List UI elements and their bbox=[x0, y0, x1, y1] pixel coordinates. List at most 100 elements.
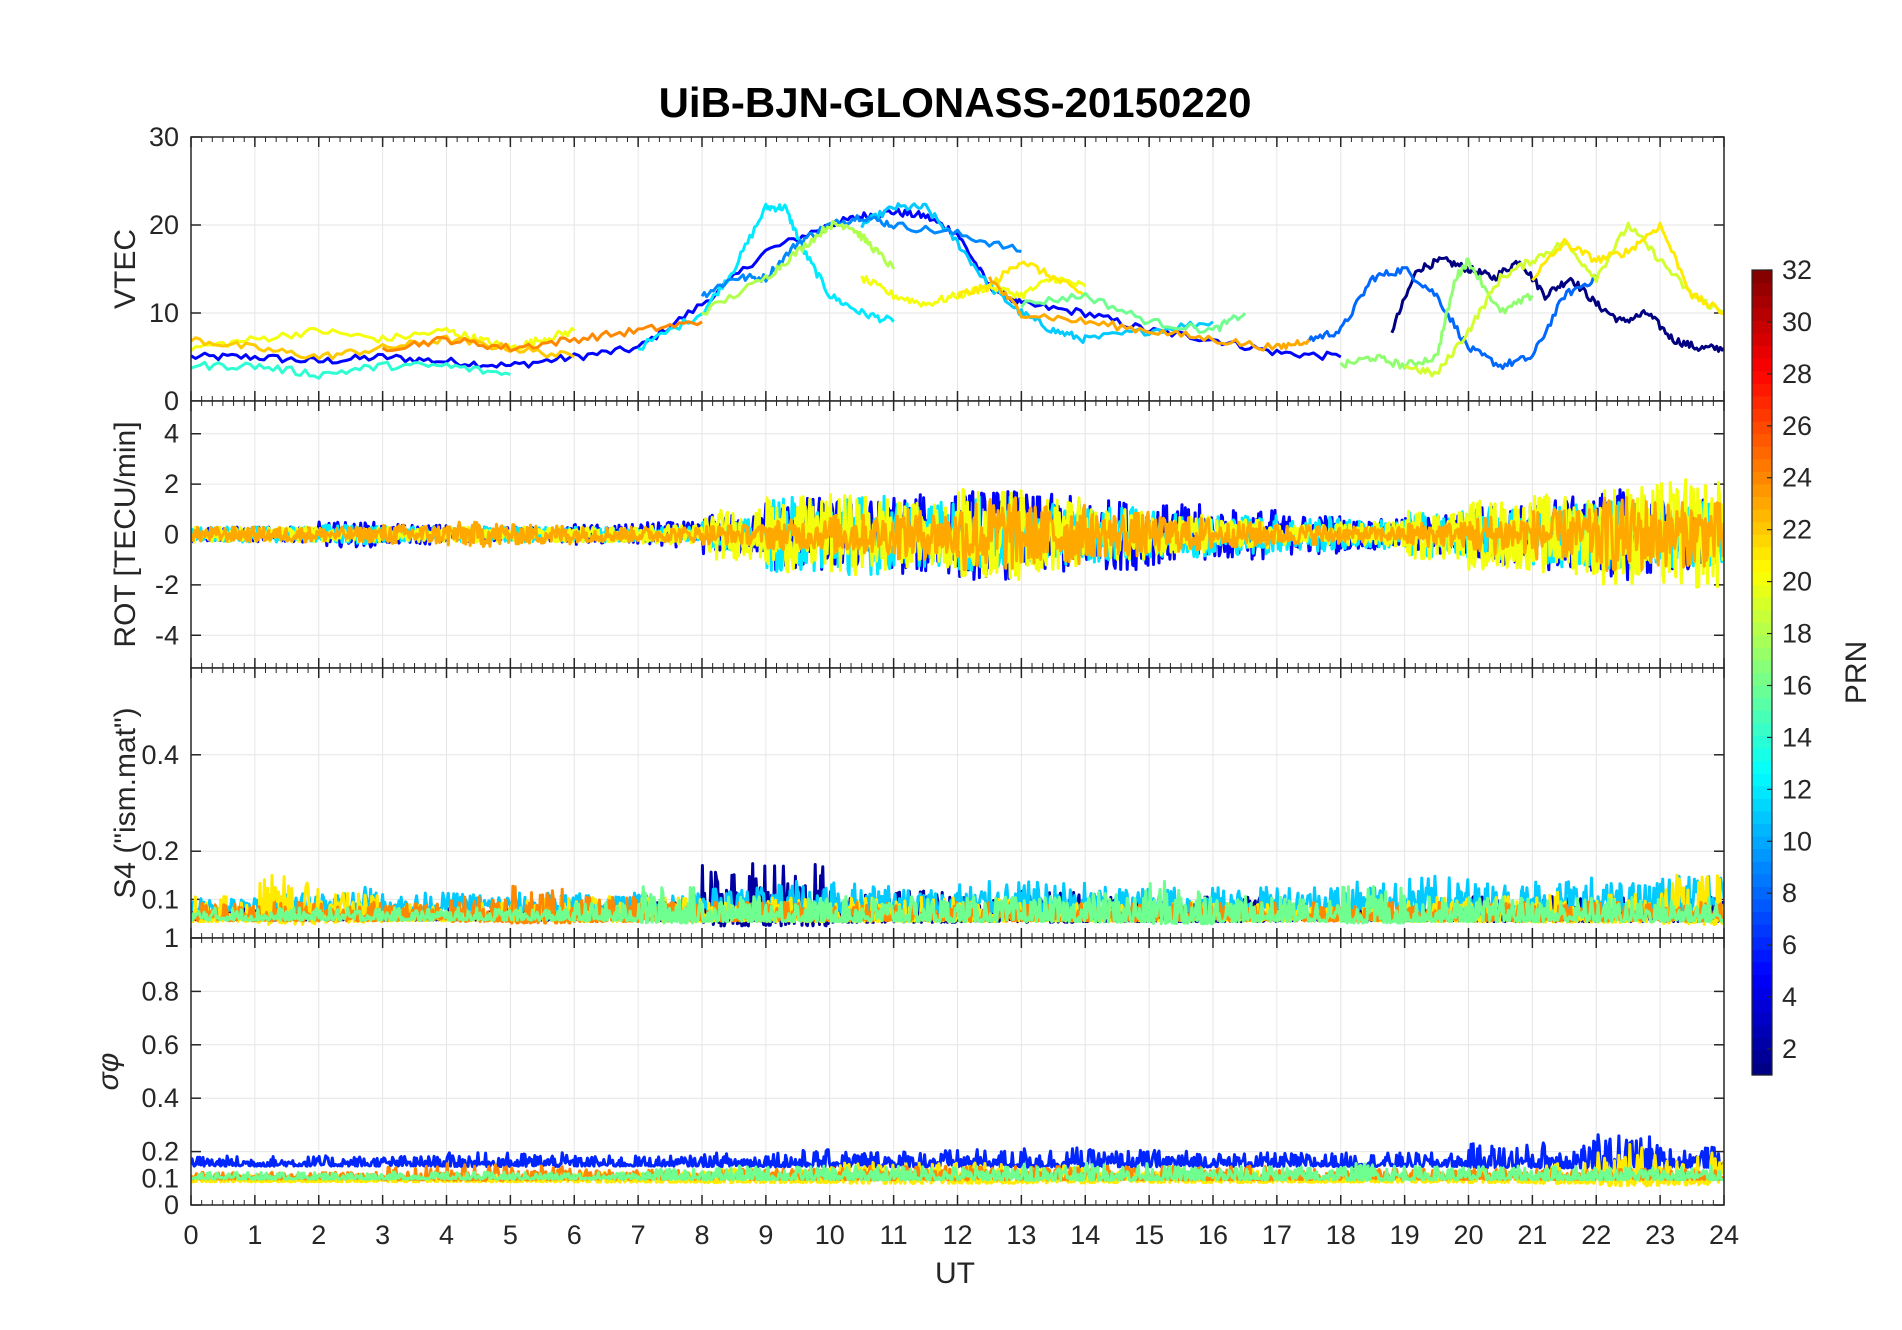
x-tick-label: 3 bbox=[375, 1220, 390, 1250]
colorbar-swatch bbox=[1752, 320, 1772, 334]
series-line-prn-16 bbox=[191, 879, 1724, 926]
colorbar-tick-label: 12 bbox=[1782, 774, 1812, 804]
y-tick-label: 0.2 bbox=[141, 1137, 179, 1167]
colorbar-swatch bbox=[1752, 597, 1772, 611]
x-tick-label: 7 bbox=[631, 1220, 646, 1250]
colorbar-swatch bbox=[1752, 735, 1772, 749]
colorbar-swatch bbox=[1752, 370, 1772, 384]
colorbar-swatch bbox=[1752, 395, 1772, 409]
colorbar-tick-label: 4 bbox=[1782, 982, 1797, 1012]
y-tick-label: 0.2 bbox=[141, 836, 179, 866]
colorbar-swatch bbox=[1752, 785, 1772, 799]
x-tick-label: 5 bbox=[503, 1220, 518, 1250]
y-tick-label: 0.8 bbox=[141, 976, 179, 1006]
panel-3: 0.1 0.2 0.4S4 ("ism.mat") bbox=[109, 667, 1725, 939]
colorbar-tick-label: 20 bbox=[1782, 567, 1812, 597]
colorbar-swatch bbox=[1752, 836, 1772, 850]
colorbar-swatch bbox=[1752, 270, 1772, 284]
y-tick-label: 0 bbox=[164, 1190, 179, 1220]
colorbar-swatch bbox=[1752, 496, 1772, 510]
y-axis-label: S4 ("ism.mat") bbox=[109, 707, 142, 898]
x-tick-label: 9 bbox=[758, 1220, 773, 1250]
x-axis: 0 1 2 3 4 5 6 7 8 9 10 11 12 13 14 15 16 17 18 19 20 21 22 23 24 bbox=[183, 1220, 1739, 1250]
x-tick-label: 4 bbox=[439, 1220, 454, 1250]
colorbar-tick-label: 26 bbox=[1782, 411, 1812, 441]
colorbar-swatch bbox=[1752, 282, 1772, 296]
colorbar-tick-label: 22 bbox=[1782, 515, 1812, 545]
colorbar-tick-label: 18 bbox=[1782, 619, 1812, 649]
series-line-prn-8 bbox=[1307, 266, 1598, 370]
panel-2: -4 -2 0 2 4 ROT [TECU/min] bbox=[109, 400, 1725, 669]
colorbar-swatch bbox=[1752, 672, 1772, 686]
x-tick-label: 17 bbox=[1262, 1220, 1292, 1250]
panel-frame bbox=[190, 937, 1725, 1206]
series-group bbox=[191, 862, 1724, 928]
series-line-prn-21 bbox=[1531, 221, 1724, 316]
colorbar-swatch bbox=[1752, 647, 1772, 661]
x-tick-label: 13 bbox=[1006, 1220, 1036, 1250]
colorbar-swatch bbox=[1752, 534, 1772, 548]
colorbar-swatch bbox=[1752, 848, 1772, 862]
x-tick-label: 23 bbox=[1645, 1220, 1675, 1250]
y-tick-label: 2 bbox=[164, 469, 179, 499]
x-tick-label: 0 bbox=[183, 1220, 198, 1250]
series-line-prn-19 bbox=[1403, 221, 1724, 378]
colorbar-swatch bbox=[1752, 710, 1772, 724]
y-tick-label: 0.1 bbox=[141, 884, 179, 914]
colorbar-swatch bbox=[1752, 571, 1772, 586]
y-tick-label: 0.6 bbox=[141, 1030, 179, 1060]
colorbar-swatch bbox=[1752, 420, 1772, 435]
x-tick-label: 22 bbox=[1581, 1220, 1611, 1250]
series-line-prn-21 bbox=[956, 260, 1086, 298]
series-line-prn-6 bbox=[191, 1133, 1724, 1171]
colorbar-swatch bbox=[1752, 559, 1772, 573]
colorbar-swatch bbox=[1752, 433, 1772, 447]
colorbar-swatch bbox=[1752, 521, 1772, 535]
colorbar-swatch bbox=[1752, 798, 1772, 812]
colorbar-frame bbox=[1751, 269, 1773, 1076]
series-line-prn-12 bbox=[637, 202, 895, 351]
colorbar-swatch bbox=[1752, 861, 1772, 875]
series-line-prn-23 bbox=[988, 276, 1311, 352]
x-tick-label: 11 bbox=[880, 1220, 908, 1250]
x-tick-label: 12 bbox=[942, 1220, 972, 1250]
y-tick-label: 0 bbox=[164, 386, 179, 416]
colorbar-swatch bbox=[1752, 295, 1772, 309]
y-tick-label: 4 bbox=[164, 419, 179, 449]
series-line-prn-16 bbox=[1020, 291, 1247, 334]
x-tick-label: 15 bbox=[1134, 1220, 1164, 1250]
y-tick-label: 0.4 bbox=[141, 1083, 179, 1113]
colorbar-swatch bbox=[1752, 697, 1772, 711]
series-group bbox=[191, 1133, 1724, 1188]
x-tick-label: 1 bbox=[247, 1220, 262, 1250]
colorbar-swatch bbox=[1752, 873, 1772, 887]
series-group bbox=[191, 478, 1724, 589]
colorbar-swatch bbox=[1752, 659, 1772, 674]
colorbar-swatch bbox=[1752, 924, 1772, 938]
colorbar-swatch bbox=[1752, 747, 1772, 762]
colorbar-swatch bbox=[1752, 823, 1772, 837]
series-line-prn-20 bbox=[860, 274, 1087, 308]
colorbar-tick-label: 10 bbox=[1782, 826, 1812, 856]
series-line-prn-24 bbox=[381, 320, 703, 353]
colorbar-swatch bbox=[1752, 584, 1772, 598]
series-line-prn-17 bbox=[1339, 257, 1534, 370]
colorbar-tick-label: 6 bbox=[1782, 930, 1797, 960]
y-tick-label: 20 bbox=[149, 210, 179, 240]
colorbar-tick-label: 14 bbox=[1782, 722, 1812, 752]
colorbar-swatch bbox=[1752, 986, 1772, 1001]
x-tick-label: 20 bbox=[1453, 1220, 1483, 1250]
colorbar-swatch bbox=[1752, 898, 1772, 913]
x-tick-label: 18 bbox=[1326, 1220, 1356, 1250]
colorbar-swatch bbox=[1752, 546, 1772, 560]
y-tick-label: 10 bbox=[149, 298, 179, 328]
colorbar-swatch bbox=[1752, 345, 1772, 359]
colorbar-swatch bbox=[1752, 634, 1772, 648]
colorbar-tick-label: 32 bbox=[1782, 255, 1812, 285]
colorbar-swatch bbox=[1752, 1049, 1772, 1064]
colorbar-swatch bbox=[1752, 911, 1772, 925]
colorbar-swatch bbox=[1752, 974, 1772, 988]
colorbar-label: PRN bbox=[1840, 641, 1873, 704]
series-line-prn-9 bbox=[700, 214, 1022, 299]
